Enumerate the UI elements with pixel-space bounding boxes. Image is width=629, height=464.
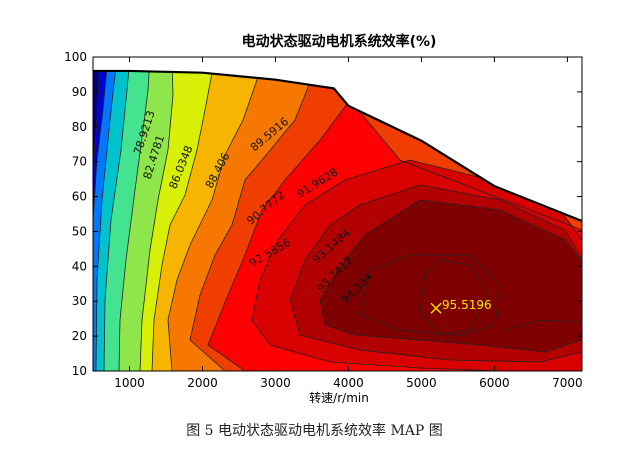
contour-line [93, 70, 582, 371]
y-tick-label: 10 [72, 364, 87, 378]
y-tick-label: 60 [72, 190, 87, 204]
x-axis-label: 转速/r/min [309, 390, 369, 405]
contour-line [93, 70, 582, 371]
y-tick-label: 30 [72, 294, 87, 308]
contour-line [504, 319, 582, 331]
contour-line [151, 70, 582, 371]
contour-line [289, 184, 582, 363]
x-tick-label: 7000 [552, 376, 583, 390]
efficiency-band [320, 200, 582, 352]
y-tick-label: 70 [72, 155, 87, 169]
x-axis: 1000 2000 3000 4000 5000 6000 7000 [114, 57, 583, 390]
y-tick-label: 90 [72, 85, 87, 99]
contour-line [139, 70, 582, 371]
y-tick-label: 80 [72, 120, 87, 134]
contour-line [118, 70, 582, 371]
contour-line [419, 259, 489, 336]
contour-line [167, 70, 582, 371]
max-marker-x [430, 302, 442, 314]
axes-frame [92, 56, 583, 372]
contour-line [189, 70, 582, 371]
envelope-boundary [93, 69, 583, 222]
contour-line [95, 70, 582, 371]
y-tick-label: 20 [72, 329, 87, 343]
x-tick-label: 2000 [187, 376, 218, 390]
max-efficiency-marker: 95.5196 [430, 298, 492, 314]
y-tick-label: 50 [72, 224, 87, 238]
x-tick-label: 3000 [260, 376, 291, 390]
x-tick-label: 4000 [333, 376, 364, 390]
y-axis: 10 20 30 40 50 60 70 80 90 100 [64, 50, 582, 378]
x-tick-label: 6000 [479, 376, 510, 390]
x-tick-label: 5000 [406, 376, 437, 390]
contour-lines [93, 70, 582, 371]
x-tick-label: 1000 [114, 376, 145, 390]
contour-line [103, 70, 582, 371]
y-tick-label: 40 [72, 259, 87, 273]
y-tick-label: 100 [64, 50, 87, 64]
figure-caption: 图 5 电动状态驱动电机系统效率 MAP 图 [186, 423, 443, 439]
contour-line [207, 99, 582, 371]
max-value-label: 95.5196 [442, 298, 492, 312]
contour-line [359, 254, 501, 336]
contour-line [319, 199, 582, 353]
chart-title: 电动状态驱动电机系统效率(%) [242, 33, 437, 50]
